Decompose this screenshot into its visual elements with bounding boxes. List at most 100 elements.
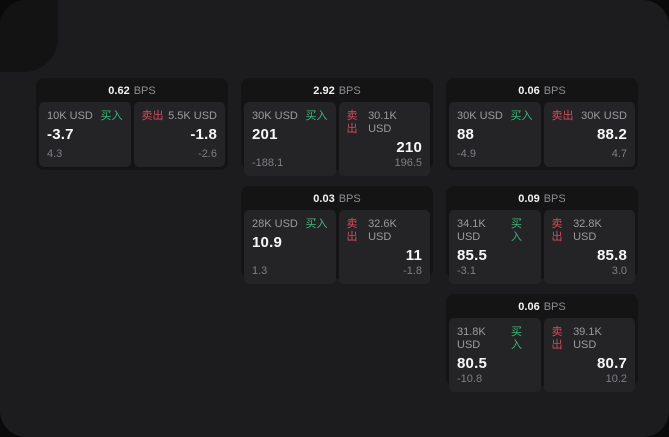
sell-amount: 5.5K USD [168,110,217,122]
card-header: 2.92 BPS [244,81,430,102]
spread-bps-unit: BPS [338,85,361,97]
sell-price: 85.8 [597,247,627,264]
buy-price: 10.9 [252,234,282,251]
card-header: 0.06 BPS [449,81,635,102]
quote-card: 0.62 BPS 10K USD 买入 -3.7 4.3 卖出 5.5K USD… [36,78,228,170]
buy-label: 买入 [305,110,328,122]
buy-delta: -3.1 [457,265,476,277]
quote-card: 0.09 BPS 34.1K USD 买入 85.5 -3.1 卖出 32.8K… [446,186,638,284]
buy-panel-top: 34.1K USD 买入 [457,218,533,244]
sell-label: 卖出 [346,110,358,135]
sell-delta: -1.8 [403,265,422,277]
sell-price: 210 [396,139,422,156]
buy-amount: 30K USD [457,110,503,122]
spread-bps-value: 0.06 [518,301,540,313]
sell-label: 卖出 [141,110,164,122]
card-header: 0.03 BPS [244,189,430,210]
sell-panel[interactable]: 卖出 39.1K USD 80.7 10.2 [543,318,635,392]
sell-label: 卖出 [551,110,574,122]
buy-panel-top: 10K USD 买入 [47,110,123,123]
buy-amount: 28K USD [252,218,298,230]
quote-panels: 10K USD 买入 -3.7 4.3 卖出 5.5K USD -1.8 -2.… [39,102,225,167]
sell-price: 11 [405,247,422,264]
sell-panel-top: 卖出 32.6K USD [347,218,423,244]
buy-delta: -10.8 [457,373,483,385]
buy-delta: -4.9 [457,148,476,160]
spread-bps-unit: BPS [133,85,156,97]
buy-label: 买入 [305,218,328,230]
buy-amount: 30K USD [252,110,298,122]
sell-delta: 10.2 [605,373,627,385]
sell-delta: 196.5 [394,157,422,169]
buy-delta: 1.3 [252,265,268,277]
card-header: 0.09 BPS [449,189,635,210]
cards-grid: 0.62 BPS 10K USD 买入 -3.7 4.3 卖出 5.5K USD… [36,78,638,392]
sell-delta: 3.0 [611,265,627,277]
spread-bps-value: 0.06 [518,85,540,97]
buy-panel-top: 31.8K USD 买入 [457,326,533,352]
buy-label: 买入 [100,110,123,122]
spread-bps-unit: BPS [338,193,361,205]
sell-panel[interactable]: 卖出 30.1K USD 210 196.5 [338,102,430,176]
quote-panels: 30K USD 买入 201 -188.1 卖出 30.1K USD 210 1… [244,102,430,176]
buy-price: 88 [457,126,475,143]
buy-label: 买入 [510,326,522,351]
sell-label: 卖出 [551,326,563,351]
buy-panel[interactable]: 30K USD 买入 88 -4.9 [449,102,541,167]
spread-bps-value: 2.92 [313,85,335,97]
sell-panel-top: 卖出 30.1K USD [347,110,423,136]
buy-price: 201 [252,126,278,143]
buy-panel[interactable]: 31.8K USD 买入 80.5 -10.8 [449,318,541,392]
buy-amount: 34.1K USD [457,218,486,243]
sell-panel[interactable]: 卖出 30K USD 88.2 4.7 [543,102,635,167]
sell-panel[interactable]: 卖出 32.8K USD 85.8 3.0 [543,210,635,284]
card-header: 0.06 BPS [449,297,635,318]
quote-panels: 30K USD 买入 88 -4.9 卖出 30K USD 88.2 4.7 [449,102,635,167]
sell-label: 卖出 [346,218,358,243]
buy-amount: 10K USD [47,110,93,122]
sell-label: 卖出 [551,218,563,243]
quote-card: 0.06 BPS 30K USD 买入 88 -4.9 卖出 30K USD 8… [446,78,638,170]
sell-delta: -2.6 [198,148,217,160]
sell-price: 88.2 [597,126,627,143]
quote-panels: 34.1K USD 买入 85.5 -3.1 卖出 32.8K USD 85.8… [449,210,635,284]
sell-panel-top: 卖出 39.1K USD [552,326,628,352]
spread-bps-value: 0.03 [313,193,335,205]
sell-panel-top: 卖出 32.8K USD [552,218,628,244]
spread-bps-unit: BPS [543,301,566,313]
sell-price: 80.7 [597,355,627,372]
sell-panel-top: 卖出 5.5K USD [142,110,218,123]
sell-panel[interactable]: 卖出 5.5K USD -1.8 -2.6 [133,102,225,167]
sell-panel[interactable]: 卖出 32.6K USD 11 -1.8 [338,210,430,284]
buy-panel-top: 30K USD 买入 [457,110,533,123]
sell-amount: 39.1K USD [573,326,602,351]
buy-panel[interactable]: 28K USD 买入 10.9 1.3 [244,210,336,284]
sell-delta: 4.7 [611,148,627,160]
quote-card: 2.92 BPS 30K USD 买入 201 -188.1 卖出 30.1K … [241,78,433,176]
buy-panel[interactable]: 30K USD 买入 201 -188.1 [244,102,336,176]
buy-label: 买入 [510,218,522,243]
buy-amount: 31.8K USD [457,326,486,351]
quote-card: 0.03 BPS 28K USD 买入 10.9 1.3 卖出 32.6K US… [241,186,433,284]
sell-amount: 32.6K USD [368,218,397,243]
quote-panels: 31.8K USD 买入 80.5 -10.8 卖出 39.1K USD 80.… [449,318,635,392]
buy-panel[interactable]: 34.1K USD 买入 85.5 -3.1 [449,210,541,284]
quote-panels: 28K USD 买入 10.9 1.3 卖出 32.6K USD 11 -1.8 [244,210,430,284]
buy-panel-top: 28K USD 买入 [252,218,328,231]
buy-price: 80.5 [457,355,487,372]
buy-label: 买入 [510,110,533,122]
buy-delta: 4.3 [47,148,63,160]
corner-shade [0,0,58,72]
buy-panel[interactable]: 10K USD 买入 -3.7 4.3 [39,102,131,167]
quote-card: 0.06 BPS 31.8K USD 买入 80.5 -10.8 卖出 39.1… [446,294,638,392]
sell-price: -1.8 [190,126,217,143]
card-header: 0.62 BPS [39,81,225,102]
buy-panel-top: 30K USD 买入 [252,110,328,123]
spread-bps-value: 0.62 [108,85,130,97]
spread-bps-unit: BPS [543,85,566,97]
sell-panel-top: 卖出 30K USD [552,110,628,123]
sell-amount: 32.8K USD [573,218,602,243]
buy-price: 85.5 [457,247,487,264]
buy-delta: -188.1 [252,157,284,169]
